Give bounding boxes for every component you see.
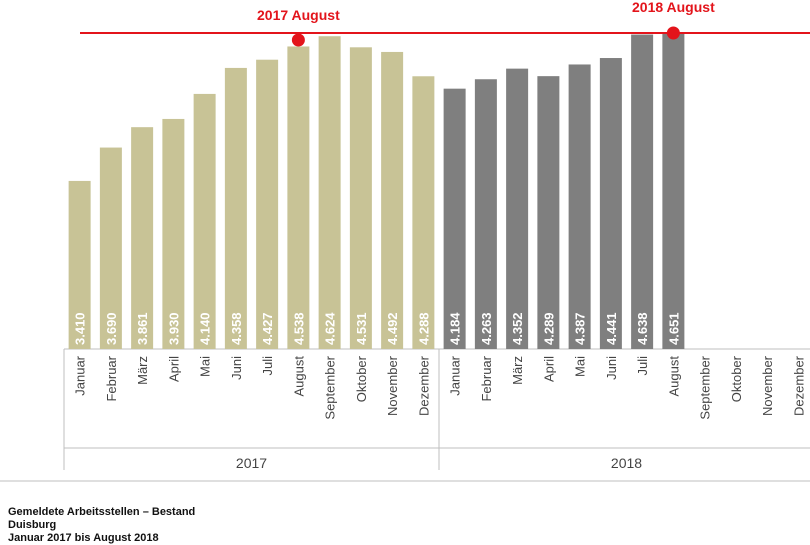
bar-value-label: 4.427 xyxy=(260,312,275,345)
x-tick-label: November xyxy=(760,355,775,416)
x-tick-label: Dezember xyxy=(791,355,806,416)
annotation-label: 2018 August xyxy=(632,0,715,15)
x-tick-label: Juni xyxy=(604,356,619,380)
bar xyxy=(162,118,185,349)
bar-value-label: 3.861 xyxy=(135,312,150,345)
bar xyxy=(349,47,372,349)
bar xyxy=(381,51,404,349)
annotation-label: 2017 August xyxy=(257,7,340,23)
x-tick-label: Januar xyxy=(73,355,88,395)
x-tick-label: April xyxy=(541,356,556,382)
bar-value-label: 4.638 xyxy=(635,312,650,345)
bar xyxy=(443,88,466,350)
bar-value-label: 4.358 xyxy=(229,312,244,345)
x-tick-label: April xyxy=(166,356,181,382)
x-tick-label: Juni xyxy=(229,356,244,380)
bar-value-label: 4.387 xyxy=(573,312,588,345)
bar xyxy=(224,67,247,349)
bar xyxy=(568,64,591,350)
x-tick-label: September xyxy=(323,355,338,419)
bar-value-label: 3.410 xyxy=(73,312,88,345)
bar xyxy=(287,46,310,349)
bar-value-label: 3.690 xyxy=(104,312,119,345)
bar xyxy=(68,180,91,349)
bar-value-label: 3.930 xyxy=(166,312,181,345)
footer-period: Januar 2017 bis August 2018 xyxy=(8,532,159,544)
bar-value-label: 4.288 xyxy=(416,312,431,345)
bar xyxy=(99,147,122,349)
annotation-marker xyxy=(666,26,680,40)
x-tick-label: September xyxy=(698,355,713,419)
bar-value-label: 4.624 xyxy=(323,312,338,345)
x-tick-label: Januar xyxy=(448,355,463,395)
x-tick-label: Oktober xyxy=(729,355,744,402)
bar xyxy=(599,58,622,349)
bar-value-label: 4.263 xyxy=(479,312,494,345)
bar-value-label: 4.651 xyxy=(666,312,681,345)
bar xyxy=(131,127,154,349)
annotation-marker xyxy=(291,33,305,47)
x-tick-label: März xyxy=(135,356,150,385)
footer-title: Gemeldete Arbeitsstellen – Bestand xyxy=(8,506,196,518)
bar xyxy=(193,93,216,350)
x-tick-label: Oktober xyxy=(354,355,369,402)
bar xyxy=(256,59,279,349)
x-tick-label: November xyxy=(385,355,400,416)
x-tick-label: August xyxy=(666,356,681,397)
x-tick-label: Februar xyxy=(479,355,494,401)
bar-value-label: 4.441 xyxy=(604,312,619,345)
bar xyxy=(506,68,529,349)
bar xyxy=(412,76,435,349)
x-tick-label: Februar xyxy=(104,355,119,401)
x-tick-label: Mai xyxy=(573,356,588,377)
bar-value-label: 4.531 xyxy=(354,312,369,345)
bar xyxy=(631,34,654,350)
x-tick-label: Juli xyxy=(635,356,650,376)
footer-region: Duisburg xyxy=(8,519,57,531)
bar-value-label: 4.492 xyxy=(385,312,400,345)
bar-value-label: 4.140 xyxy=(198,312,213,345)
bar xyxy=(537,76,560,349)
bar-value-label: 4.289 xyxy=(541,312,556,345)
bar-value-label: 4.184 xyxy=(448,312,463,345)
bar-value-label: 4.352 xyxy=(510,312,525,345)
x-tick-label: Juli xyxy=(260,356,275,376)
x-tick-label: März xyxy=(510,356,525,385)
bar-value-label: 4.538 xyxy=(291,312,306,345)
x-tick-label: Mai xyxy=(198,356,213,377)
footer: Gemeldete Arbeitsstellen – Bestand Duisb… xyxy=(8,506,195,545)
x-tick-label: Dezember xyxy=(416,355,431,416)
x-tick-label: August xyxy=(291,356,306,397)
year-label: 2018 xyxy=(611,455,642,471)
bar xyxy=(474,79,497,349)
bar xyxy=(662,33,685,349)
bar xyxy=(318,36,341,349)
year-label: 2017 xyxy=(236,455,267,471)
